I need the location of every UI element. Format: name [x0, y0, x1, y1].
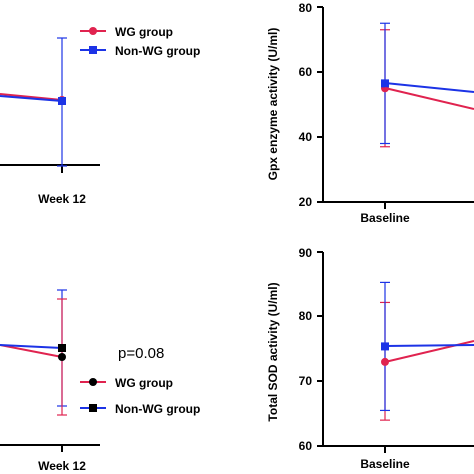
legend-top-left: WG group Non-WG group	[80, 25, 200, 58]
x-tick-label-week12-top-left: Week 12	[38, 192, 86, 206]
series-line-wg-bottom-left	[0, 344, 63, 358]
marks-top-right	[380, 22, 390, 148]
y-tick-label-80-top-right: 80	[299, 1, 313, 15]
series-line-wg-top-right	[384, 87, 474, 110]
legend-label-wg-top-left: WG group	[115, 25, 173, 39]
y-tick-label-20-top-right: 20	[299, 195, 313, 209]
x-tick-label-baseline-top-right: Baseline	[360, 211, 410, 225]
panel-bottom-left: Week 12 p=0.08 WG group Non-WG group	[0, 289, 200, 473]
x-tick-label-week12-bottom-left: Week 12	[38, 459, 86, 473]
legend-label-wg-bottom-left: WG group	[115, 376, 173, 390]
point-wg-week12-bottom-left	[58, 353, 66, 361]
marks-bottom-right	[380, 281, 390, 421]
y-tick-label-80-bottom-right: 80	[299, 309, 313, 323]
y-tick-label-60-top-right: 60	[299, 65, 313, 79]
series-line-nonwg-top-left	[0, 95, 63, 102]
y-tick-label-40-top-right: 40	[299, 130, 313, 144]
point-nonwg-week12-top-left	[58, 97, 66, 105]
panel-top-left: Week 12 WG group Non-WG group	[0, 25, 200, 206]
y-tick-label-90-bottom-right: 90	[299, 246, 313, 260]
legend-marker-nonwg-top-left	[89, 46, 97, 54]
legend-label-nonwg-bottom-left: Non-WG group	[115, 402, 200, 416]
y-tick-label-60-bottom-right: 60	[299, 439, 313, 453]
legend-bottom-left: WG group Non-WG group	[80, 376, 200, 416]
y-axis-label-top-right: Gpx enzyme activity (U/ml)	[266, 28, 280, 181]
panel-top-right: 20 40 60 80 Gpx enzyme activity (U/ml) B…	[266, 1, 474, 225]
series-line-nonwg-top-right	[384, 82, 474, 93]
x-tick-label-baseline-bottom-right: Baseline	[360, 457, 410, 471]
y-axis-label-bottom-right: Total SOD activity (U/ml)	[266, 282, 280, 421]
legend-label-nonwg-top-left: Non-WG group	[115, 44, 200, 58]
legend-marker-nonwg-bottom-left	[89, 404, 97, 412]
p-value-annotation: p=0.08	[118, 345, 164, 362]
y-tick-label-70-bottom-right: 70	[299, 374, 313, 388]
point-nonwg-baseline-bottom-right	[381, 342, 389, 351]
point-wg-baseline-bottom-right	[381, 357, 389, 366]
panel-bottom-right: 60 70 80 90 Total SOD activity (U/ml) Ba…	[266, 246, 474, 471]
legend-marker-wg-top-left	[89, 27, 97, 35]
series-line-wg-top-left	[0, 93, 63, 101]
series-line-nonwg-bottom-right	[384, 344, 474, 347]
legend-marker-wg-bottom-left	[89, 378, 97, 386]
series-line-nonwg-bottom-left	[0, 344, 63, 349]
point-nonwg-week12-bottom-left	[58, 344, 66, 352]
